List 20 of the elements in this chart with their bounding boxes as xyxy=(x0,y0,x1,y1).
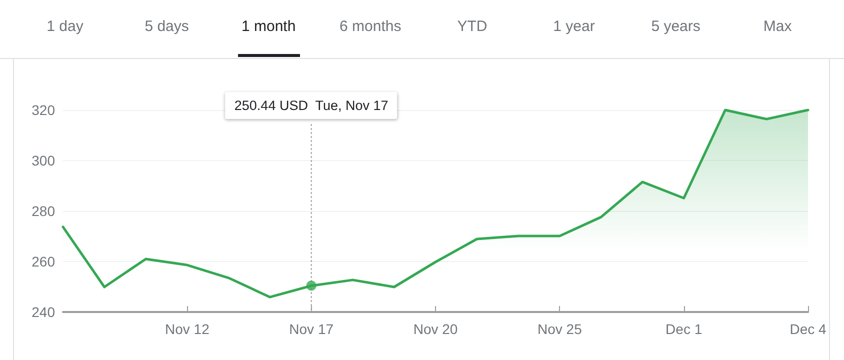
text: 5 days xyxy=(144,18,190,35)
text: 1 day xyxy=(46,18,84,35)
x-tick-label: Dec 4 xyxy=(790,321,826,337)
x-tick-label: Nov 17 xyxy=(289,321,334,337)
text: YTD xyxy=(456,18,488,35)
text: 5 years xyxy=(650,18,702,35)
y-tick-label: 280 xyxy=(32,203,56,219)
x-tick-label: Nov 25 xyxy=(537,321,582,337)
x-tick-label: Nov 20 xyxy=(413,321,458,337)
y-tick-label: 260 xyxy=(32,254,56,270)
y-tick-label: 300 xyxy=(32,152,56,168)
y-tick-label: 240 xyxy=(32,304,56,320)
annotation: 250.44 USD Tue, Nov 17 xyxy=(225,92,398,119)
text: 6 months xyxy=(338,18,402,35)
x-tick-label: Dec 1 xyxy=(666,321,702,337)
text: Max xyxy=(762,18,793,35)
x-tick-label: Nov 12 xyxy=(164,321,210,337)
text: 1 month xyxy=(240,18,297,35)
text: 1 year xyxy=(552,18,596,35)
y-tick-label: 320 xyxy=(32,102,56,118)
